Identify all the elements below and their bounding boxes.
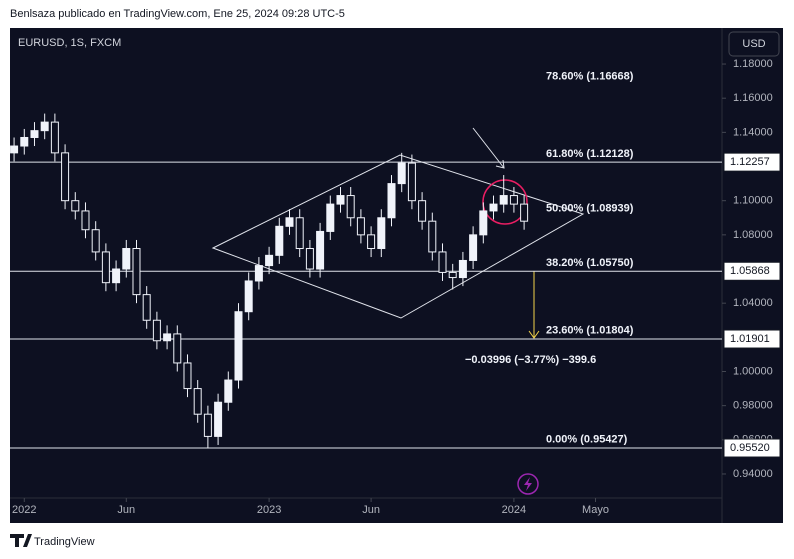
events-icon[interactable] <box>517 473 539 495</box>
candle-body <box>499 195 508 205</box>
candle-body <box>458 259 467 279</box>
candle-body <box>275 225 284 256</box>
y-tick-label: 1.14000 <box>733 126 773 138</box>
candle-body <box>367 234 376 250</box>
candle-body <box>71 200 80 212</box>
diamond-pattern <box>211 154 585 319</box>
candle-body <box>244 280 253 313</box>
candle-body <box>101 251 110 284</box>
logo <box>10 534 32 547</box>
arrow <box>472 127 505 169</box>
y-tick-label: 1.08000 <box>733 229 773 241</box>
candle-body <box>30 130 39 138</box>
measure-arrow-head <box>528 330 540 339</box>
candle-body <box>61 152 70 202</box>
plot: 1.18000 1.16000 1.14000 1.10000 1.08000 1.040… <box>10 58 781 516</box>
candle-body <box>295 217 304 250</box>
y-tick-label: 0.94000 <box>733 468 773 480</box>
candle-body <box>20 136 29 147</box>
level-label: 1.05868 <box>730 265 770 277</box>
level-box <box>723 152 781 172</box>
y-tick-label: 1.04000 <box>733 297 773 309</box>
candle-body <box>152 319 161 342</box>
candle-body <box>305 248 314 270</box>
candle-body <box>397 162 406 185</box>
level-label: 1.12257 <box>730 156 770 168</box>
level-box <box>723 261 781 281</box>
candle-body <box>448 271 457 279</box>
candle-body <box>407 162 416 202</box>
candle-body <box>438 251 447 273</box>
fib-label: 0.00% (0.95427) <box>546 434 628 446</box>
candle-body <box>10 145 19 154</box>
candle-body <box>356 217 365 236</box>
candle-body <box>50 121 59 154</box>
byline: Benlsaza publicado en TradingView.com, E… <box>10 8 345 20</box>
candle-body <box>479 210 488 236</box>
y-tick-label: 0.98000 <box>733 400 773 412</box>
y-tick-label: 1.16000 <box>733 92 773 104</box>
candle-body <box>214 401 223 437</box>
candle-body <box>285 217 294 227</box>
candle-body <box>336 195 345 205</box>
x-tick-label: Mayo <box>582 504 609 516</box>
fib-label: 61.80% (1.12128) <box>546 148 634 160</box>
candle-body <box>163 333 172 342</box>
candle-body <box>234 311 243 381</box>
candle-body <box>142 294 151 321</box>
candle-body <box>203 413 212 437</box>
candle-body <box>132 248 141 296</box>
candle-body <box>509 195 518 205</box>
candle-body <box>40 121 49 132</box>
fib-label: 78.60% (1.16668) <box>546 71 634 83</box>
measure-label: −0.03996 (−3.77%) −399.6 <box>465 354 596 366</box>
currency-button[interactable] <box>728 31 780 57</box>
x-tick-label: Jun <box>362 504 380 516</box>
x-tick-label: 2022 <box>12 504 36 516</box>
level-box <box>723 438 781 458</box>
candle-body <box>193 388 202 415</box>
fib-label: 23.60% (1.01804) <box>546 325 634 337</box>
candle-body <box>122 248 131 270</box>
arrow-head <box>495 159 505 169</box>
candle-body <box>112 268 121 284</box>
candle-body <box>183 362 192 390</box>
candle-body <box>489 203 498 212</box>
level-box <box>723 329 781 349</box>
y-tick-label: 1.18000 <box>733 58 773 70</box>
candle-body <box>377 217 386 250</box>
candle-body <box>91 229 100 253</box>
candle-body <box>346 195 355 219</box>
level-label: 1.01901 <box>730 333 770 345</box>
fib-label: 50.00% (1.08939) <box>546 203 634 215</box>
highlight-circle <box>482 179 528 225</box>
y-tick-label: 1.10000 <box>733 195 773 207</box>
currency[interactable]: USD <box>742 38 765 50</box>
candle-body <box>81 210 90 231</box>
candle-body <box>387 183 396 219</box>
candle-body <box>254 265 263 282</box>
brand: TradingView <box>34 536 95 548</box>
level-label: 0.95520 <box>730 442 770 454</box>
x-tick-label: 2024 <box>502 504 526 516</box>
candle-body <box>520 203 529 222</box>
candle-body <box>418 200 427 222</box>
x-tick-label: Jun <box>117 504 135 516</box>
symbol: EURUSD, 1S, FXCM <box>18 37 121 49</box>
candle-body <box>326 203 335 232</box>
candle-body <box>224 379 233 403</box>
fib-label: 38.20% (1.05750) <box>546 257 634 269</box>
candle-body <box>428 220 437 253</box>
candle-body <box>173 333 182 364</box>
candle-body <box>316 230 325 270</box>
x-tick-label: 2023 <box>257 504 281 516</box>
y-tick-label: 1.00000 <box>733 365 773 377</box>
candle-body <box>265 254 274 267</box>
lightning <box>524 477 532 491</box>
candle-body <box>469 234 478 261</box>
